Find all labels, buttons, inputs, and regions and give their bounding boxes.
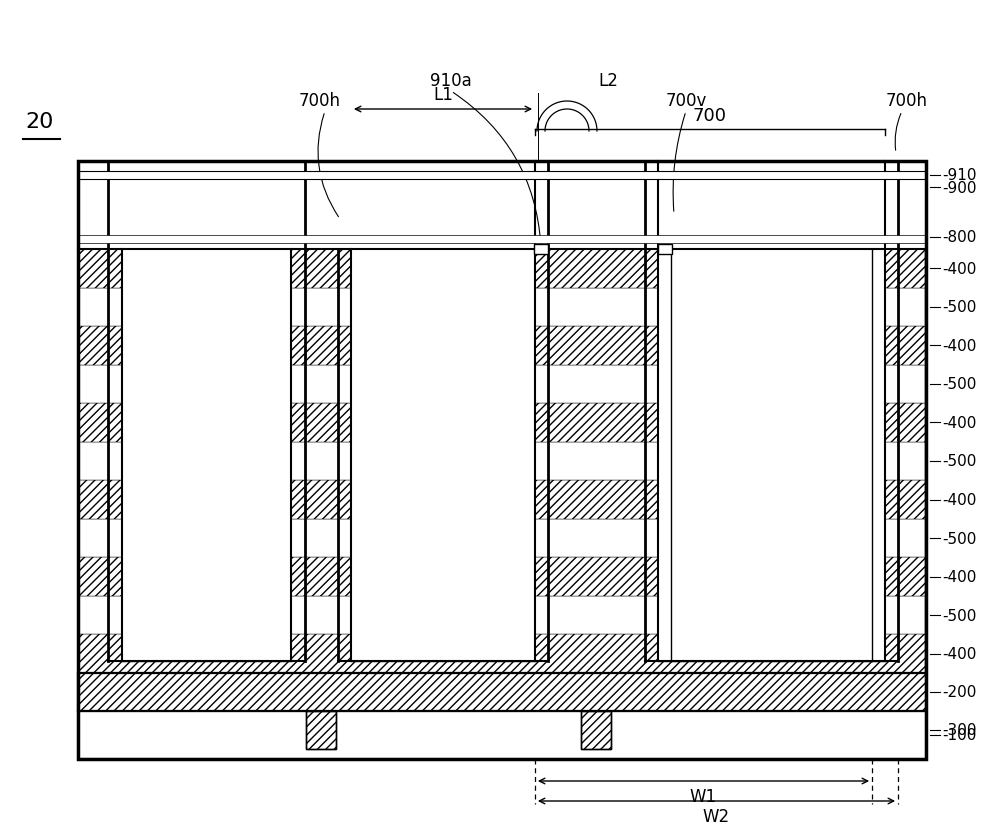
Bar (671, 250, 872, 662)
Text: -500: -500 (942, 454, 976, 469)
Bar (78, 673, 926, 711)
Text: -400: -400 (942, 492, 976, 508)
Text: L2: L2 (598, 72, 618, 90)
Text: -500: -500 (942, 300, 976, 315)
Bar (79, 250, 925, 288)
Bar (534, 245, 548, 255)
Bar (79, 442, 925, 480)
Bar (122, 250, 291, 662)
Bar (79, 366, 925, 404)
Bar (78, 711, 926, 759)
Bar (351, 250, 535, 662)
Bar (78, 162, 926, 759)
Text: -400: -400 (942, 261, 976, 276)
Text: 700v: 700v (665, 92, 707, 110)
Bar (581, 711, 611, 749)
Text: 700h: 700h (299, 92, 341, 110)
Bar (78, 236, 926, 244)
Bar (79, 288, 925, 327)
Text: 910a: 910a (430, 72, 472, 90)
Bar (78, 162, 926, 250)
Text: 700: 700 (693, 107, 727, 125)
Bar (658, 245, 672, 255)
Bar (78, 172, 926, 179)
Bar (306, 711, 336, 749)
Text: -100: -100 (942, 728, 976, 743)
Text: -400: -400 (942, 570, 976, 585)
Text: -910: -910 (942, 169, 976, 184)
Bar (79, 557, 925, 596)
Bar (78, 673, 926, 711)
Text: -300: -300 (942, 723, 976, 738)
Text: -400: -400 (942, 415, 976, 430)
Text: -900: -900 (942, 180, 976, 196)
Bar (79, 634, 925, 673)
Bar (306, 711, 336, 749)
Bar (79, 596, 925, 634)
Bar (79, 327, 925, 366)
Bar (79, 519, 925, 557)
Text: -500: -500 (942, 608, 976, 623)
Text: -500: -500 (942, 531, 976, 546)
Text: -800: -800 (942, 230, 976, 245)
Text: W1: W1 (690, 787, 717, 805)
Text: W2: W2 (703, 807, 730, 825)
Text: 20: 20 (25, 112, 53, 131)
Bar (581, 711, 611, 749)
Bar (658, 250, 885, 662)
Bar (79, 404, 925, 442)
Bar (79, 480, 925, 519)
Text: -400: -400 (942, 338, 976, 353)
Text: -400: -400 (942, 647, 976, 662)
Text: -200: -200 (942, 685, 976, 700)
Text: 700h: 700h (886, 92, 928, 110)
Text: L1: L1 (433, 86, 453, 104)
Text: -500: -500 (942, 377, 976, 392)
